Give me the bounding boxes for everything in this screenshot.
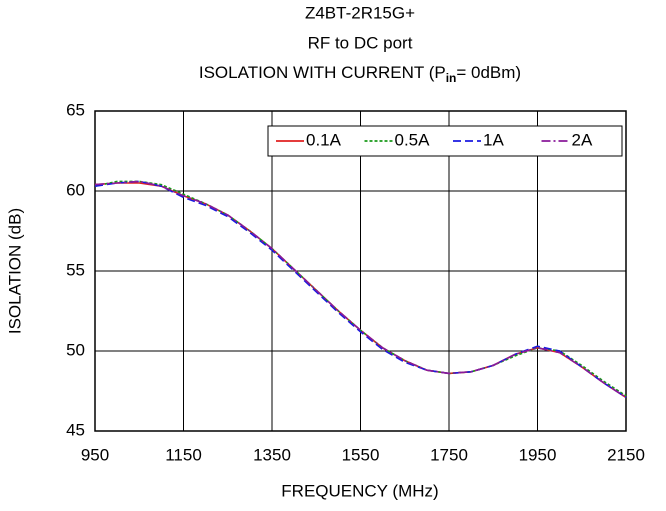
x-tick-label: 950 — [81, 445, 109, 464]
title-suffix: = 0dBm) — [456, 63, 521, 82]
y-tick-label: 65 — [66, 100, 85, 119]
title-subscript: in — [446, 71, 457, 85]
legend-label: 0.5A — [395, 130, 431, 149]
x-tick-label: 1950 — [519, 445, 557, 464]
series-line — [94, 180, 627, 399]
y-tick-label: 45 — [66, 420, 85, 439]
title-text: ISOLATION WITH CURRENT (P — [199, 63, 446, 82]
x-tick-label: 2150 — [607, 445, 645, 464]
legend-label: 2A — [572, 130, 593, 149]
x-tick-label: 1150 — [165, 445, 202, 464]
plot-frame — [94, 110, 627, 432]
legend-label: 1A — [483, 130, 504, 149]
y-tick-label: 60 — [66, 180, 85, 199]
x-tick-label: 1750 — [430, 445, 468, 464]
y-tick-label: 50 — [66, 340, 85, 359]
y-axis-label: ISOLATION (dB) — [5, 208, 24, 334]
x-tick-label: 1350 — [253, 445, 291, 464]
legend-label: 0.1A — [306, 130, 342, 149]
x-tick-label: 1550 — [342, 445, 380, 464]
chart-subtitle: RF to DC port — [308, 33, 413, 52]
y-tick-label: 55 — [66, 260, 85, 279]
series-line — [94, 180, 627, 397]
chart-title: Z4BT-2R15G+ — [305, 3, 415, 22]
x-axis-label: FREQUENCY (MHz) — [281, 481, 438, 500]
series-line — [94, 180, 627, 399]
chart-title-line: ISOLATION WITH CURRENT (Pin= 0dBm) — [199, 63, 521, 85]
